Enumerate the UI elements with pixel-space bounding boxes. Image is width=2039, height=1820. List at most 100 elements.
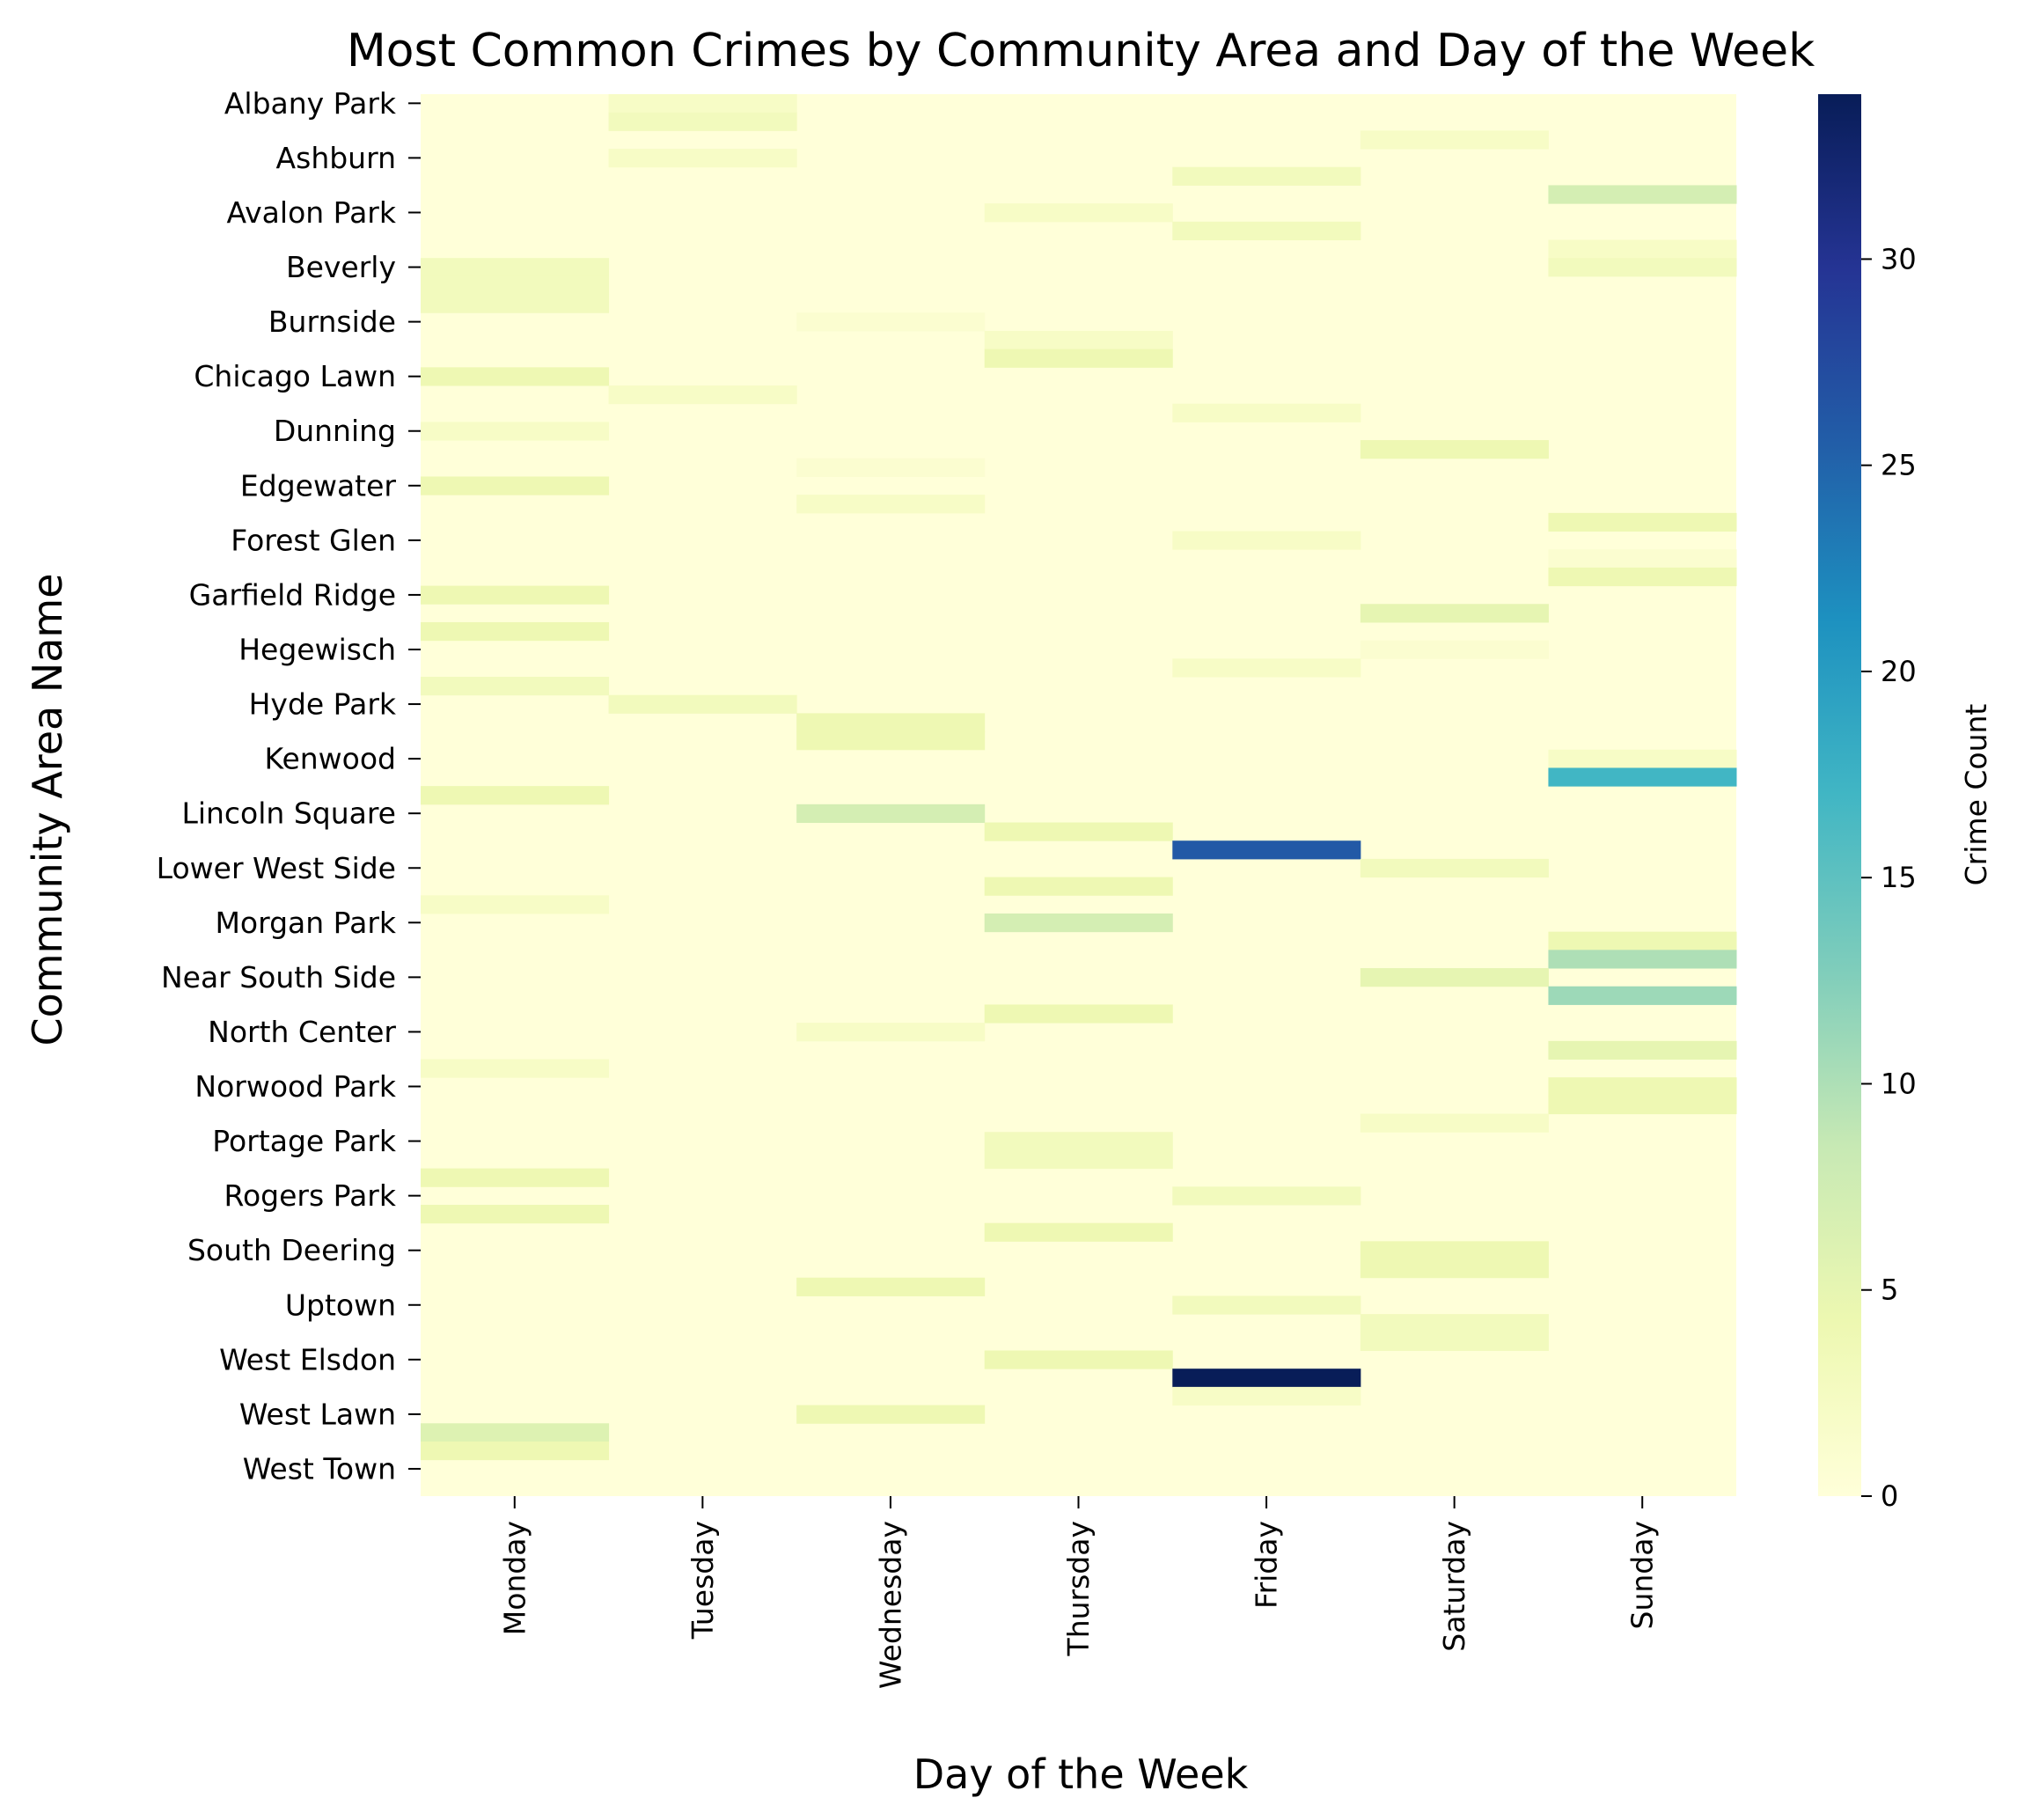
y-tick-label: South Deering [187, 1233, 396, 1267]
y-tick-label: Lower West Side [157, 851, 396, 885]
heatmap-cell [796, 495, 986, 514]
colorbar-label: Crime Count [1959, 704, 1993, 886]
heatmap-cell [421, 677, 610, 696]
heatmap-cell [1172, 531, 1361, 550]
colorbar-tick-label: 20 [1881, 655, 1917, 688]
heatmap-background [421, 94, 1736, 1496]
heatmap-cell [1360, 858, 1549, 878]
y-tick-label: Avalon Park [227, 195, 397, 230]
heatmap-cell [1360, 1241, 1549, 1260]
heatmap-cell [1548, 185, 1737, 204]
y-tick-label: Kenwood [264, 742, 396, 776]
heatmap-cell [1548, 950, 1737, 969]
heatmap-cell [1360, 640, 1549, 659]
heatmap-cell [608, 385, 797, 405]
heatmap-cell [421, 476, 610, 495]
heatmap-cell [421, 367, 610, 386]
heatmap-cell [796, 1277, 986, 1296]
y-tick-label: Burnside [268, 305, 396, 339]
heatmap-cell [1360, 130, 1549, 150]
heatmap-cell [984, 913, 1173, 933]
y-tick-label: Portage Park [212, 1124, 397, 1158]
y-tick-label: Rogers Park [224, 1178, 397, 1213]
heatmap-cell [421, 621, 610, 642]
colorbar-tick-label: 10 [1881, 1067, 1917, 1100]
heatmap-cell [421, 1204, 610, 1224]
heatmap-cell [1172, 166, 1361, 186]
y-tick-label: Norwood Park [194, 1069, 396, 1104]
heatmap-cell [984, 1132, 1173, 1151]
heatmap-cell [796, 731, 986, 751]
y-tick-label: Near South Side [161, 960, 396, 994]
y-tick-label: Albany Park [224, 86, 397, 121]
heatmap-cell [421, 422, 610, 441]
heatmap-cell [984, 203, 1173, 223]
heatmap-cell [608, 112, 797, 131]
y-tick-label: Garfield Ridge [189, 577, 396, 612]
y-tick-label: Ashburn [276, 141, 396, 175]
heatmap-cell [1548, 749, 1737, 768]
heatmap-cell [1360, 968, 1549, 987]
heatmap-cell [984, 822, 1173, 841]
heatmap-cell [1172, 221, 1361, 241]
heatmap-cell [421, 1168, 610, 1187]
heatmap-cell [796, 804, 986, 824]
heatmap-cell [1172, 658, 1361, 678]
x-tick-label: Sunday [1625, 1521, 1660, 1629]
heatmap-cell [421, 895, 610, 914]
y-tick-label: Forest Glen [231, 523, 396, 557]
heatmap-cell [608, 94, 797, 114]
heatmap-cell [421, 294, 610, 313]
y-tick-label: West Elsdon [219, 1342, 396, 1376]
x-axis: Monday Tuesday Wednesday Thursday Friday Satu… [497, 1496, 1660, 1689]
y-tick-label: West Town [243, 1451, 396, 1486]
heatmap-cell [421, 275, 610, 296]
y-tick-label: Uptown [285, 1288, 396, 1322]
colorbar [1818, 94, 1861, 1496]
heatmap-cell [796, 1405, 986, 1424]
heatmap-cell [1548, 767, 1737, 787]
heatmap-cell [608, 149, 797, 168]
y-axis: Albany Park Ashburn Avalon Park Beverly Burn… [157, 86, 421, 1486]
y-tick-label: Edgewater [240, 468, 397, 503]
heatmap-cell [1360, 1113, 1549, 1133]
heatmap-cell [1172, 1386, 1361, 1406]
heatmap-cell [421, 1059, 610, 1078]
heatmap-cell [608, 694, 797, 714]
x-tick-label: Tuesday [686, 1521, 720, 1640]
heatmap-cell [1172, 1186, 1361, 1206]
y-tick-label: Hegewisch [238, 632, 396, 666]
colorbar-tick-label: 15 [1881, 861, 1917, 894]
colorbar-tick-label: 25 [1881, 449, 1917, 482]
y-tick-label: Hyde Park [249, 687, 397, 722]
heatmap-cell [1548, 567, 1737, 587]
heatmap-cell [984, 1004, 1173, 1024]
heatmap-cell [1548, 549, 1737, 569]
heatmap-cell [1360, 604, 1549, 623]
colorbar-tick-label: 5 [1881, 1273, 1898, 1307]
heatmap-cell [984, 1149, 1173, 1170]
heatmap-cell [1548, 512, 1737, 532]
colorbar-ticks: 0 5 10 15 20 25 30 [1861, 242, 1917, 1513]
heatmap-cell [1360, 440, 1549, 459]
y-tick-label: North Center [208, 1015, 396, 1049]
colorbar-tick-label: 30 [1881, 242, 1917, 275]
heatmap-cell [1172, 1369, 1361, 1388]
x-tick-label: Monday [497, 1521, 532, 1635]
heatmap-cell [1548, 1095, 1737, 1115]
heatmap-cell [421, 786, 610, 805]
y-axis-title: Community Area Name [24, 573, 71, 1046]
heatmap-cell [984, 330, 1173, 350]
heatmap-cell [1548, 986, 1737, 1005]
heatmap-cell [421, 258, 610, 277]
heatmap-cell [984, 877, 1173, 896]
y-tick-label: Beverly [286, 250, 396, 284]
heatmap-cells [421, 94, 1737, 1496]
y-tick-label: Dunning [274, 414, 396, 448]
heatmap-cell [796, 312, 986, 332]
colorbar-tick-label: 0 [1881, 1479, 1898, 1513]
heatmap-cell [1548, 931, 1737, 950]
heatmap-cell [1548, 1040, 1737, 1060]
y-tick-label: Lincoln Square [181, 796, 396, 831]
